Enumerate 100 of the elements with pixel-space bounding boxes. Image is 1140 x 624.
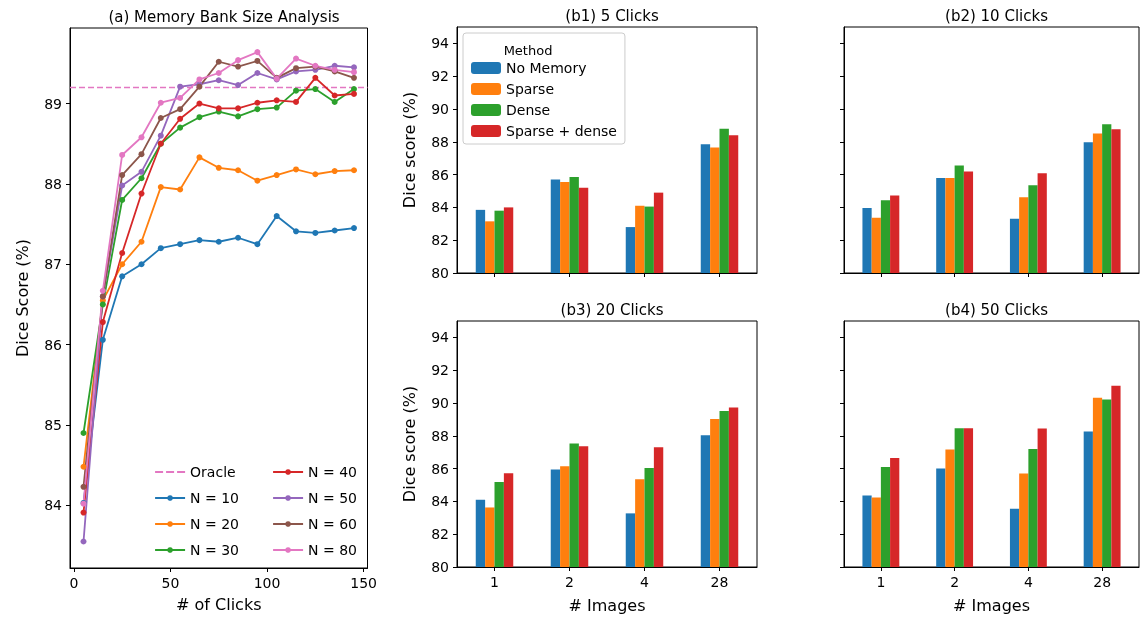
point — [350, 167, 357, 174]
point — [235, 113, 242, 120]
point — [235, 167, 242, 174]
y-tick-label: 84 — [44, 497, 63, 514]
point — [254, 49, 261, 56]
point — [119, 196, 126, 203]
point — [293, 98, 300, 105]
point — [312, 86, 319, 93]
y-tick-label: 92 — [431, 362, 449, 379]
point — [235, 82, 242, 89]
y-tick-label: 90 — [431, 101, 449, 117]
point — [99, 287, 106, 294]
point — [138, 190, 145, 197]
point — [254, 57, 261, 64]
y-tick-label: 87 — [44, 256, 62, 273]
point — [273, 97, 280, 104]
x-tick-label: 2 — [950, 574, 960, 590]
y-axis-title: Dice score (%) — [399, 385, 419, 503]
x-axis-title: # Images — [568, 595, 646, 615]
point — [293, 166, 300, 173]
chart-title: (b2) 10 Clicks — [945, 6, 1049, 25]
point — [350, 86, 357, 93]
point — [235, 105, 242, 112]
y-tick-label: 88 — [431, 133, 449, 150]
point — [99, 336, 106, 343]
point — [312, 229, 319, 236]
y-axis-title: Dice score (%) — [399, 91, 419, 209]
y-tick-label: 94 — [431, 35, 450, 52]
point — [157, 115, 164, 121]
y-tick-label: 94 — [431, 329, 450, 346]
point — [119, 172, 126, 179]
legend-label: Sparse — [506, 81, 555, 97]
point — [293, 55, 300, 62]
legend-label: Dense — [506, 102, 551, 118]
point — [350, 64, 357, 71]
point — [177, 124, 184, 131]
point — [273, 213, 280, 220]
legend-label: N = 60 — [308, 516, 357, 532]
y-tick-label: 80 — [431, 559, 449, 575]
point — [215, 164, 222, 171]
point — [138, 168, 145, 175]
x-tick-label: 50 — [161, 575, 180, 591]
legend-label: No Memory — [506, 60, 587, 76]
point — [80, 430, 87, 436]
point — [177, 94, 184, 101]
y-tick-label: 84 — [431, 493, 450, 510]
y-tick-label: 86 — [44, 336, 63, 353]
y-tick-label: 86 — [431, 460, 450, 477]
point — [80, 463, 87, 470]
point — [80, 509, 87, 516]
point — [119, 273, 126, 280]
y-tick-label: 85 — [44, 416, 62, 433]
point — [138, 134, 145, 141]
y-tick-label: 80 — [431, 265, 449, 281]
x-tick-label: 28 — [1093, 574, 1112, 590]
point — [350, 225, 357, 232]
y-tick-label: 90 — [431, 395, 449, 411]
point — [177, 106, 184, 113]
point — [177, 186, 184, 193]
legend-label: N = 10 — [190, 490, 239, 506]
x-tick-label: 1 — [876, 574, 886, 590]
point — [138, 151, 145, 158]
chart-title: (a) Memory Bank Size Analysis — [108, 7, 340, 26]
legend-label: N = 30 — [190, 542, 239, 558]
chart-title: (b3) 20 Clicks — [560, 300, 664, 319]
point — [138, 175, 145, 182]
point — [80, 483, 87, 490]
x-tick-label: 2 — [565, 574, 574, 590]
point — [196, 237, 203, 244]
chart-title: (b4) 50 Clicks — [945, 300, 1049, 319]
point — [119, 182, 126, 189]
y-tick-label: 82 — [431, 526, 449, 543]
y-tick-label: 84 — [431, 199, 450, 216]
point — [312, 74, 319, 81]
legend-label: N = 50 — [308, 490, 357, 506]
point — [80, 538, 87, 545]
chart-title: (b1) 5 Clicks — [565, 6, 659, 25]
point — [312, 171, 319, 178]
point — [138, 238, 145, 245]
point — [254, 99, 261, 106]
x-tick-label: 4 — [640, 574, 650, 590]
x-axis-title: # of Clicks — [176, 594, 262, 614]
y-tick-label: 86 — [431, 166, 450, 183]
point — [196, 100, 203, 107]
point — [157, 184, 164, 191]
point — [235, 57, 242, 64]
point — [157, 132, 164, 139]
point — [254, 70, 261, 76]
point — [177, 115, 184, 122]
x-tick-label: 1 — [490, 574, 499, 590]
point — [254, 241, 261, 248]
legend-label: N = 20 — [190, 516, 239, 532]
point — [350, 69, 357, 76]
point — [138, 261, 145, 268]
point — [331, 98, 338, 105]
point — [293, 228, 300, 235]
point — [235, 63, 242, 70]
point — [215, 58, 222, 65]
point — [235, 234, 242, 241]
point — [196, 76, 203, 83]
